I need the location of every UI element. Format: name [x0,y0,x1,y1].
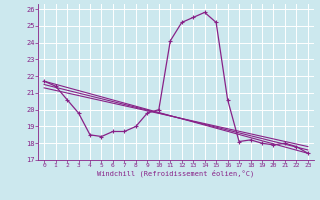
X-axis label: Windchill (Refroidissement éolien,°C): Windchill (Refroidissement éolien,°C) [97,170,255,177]
